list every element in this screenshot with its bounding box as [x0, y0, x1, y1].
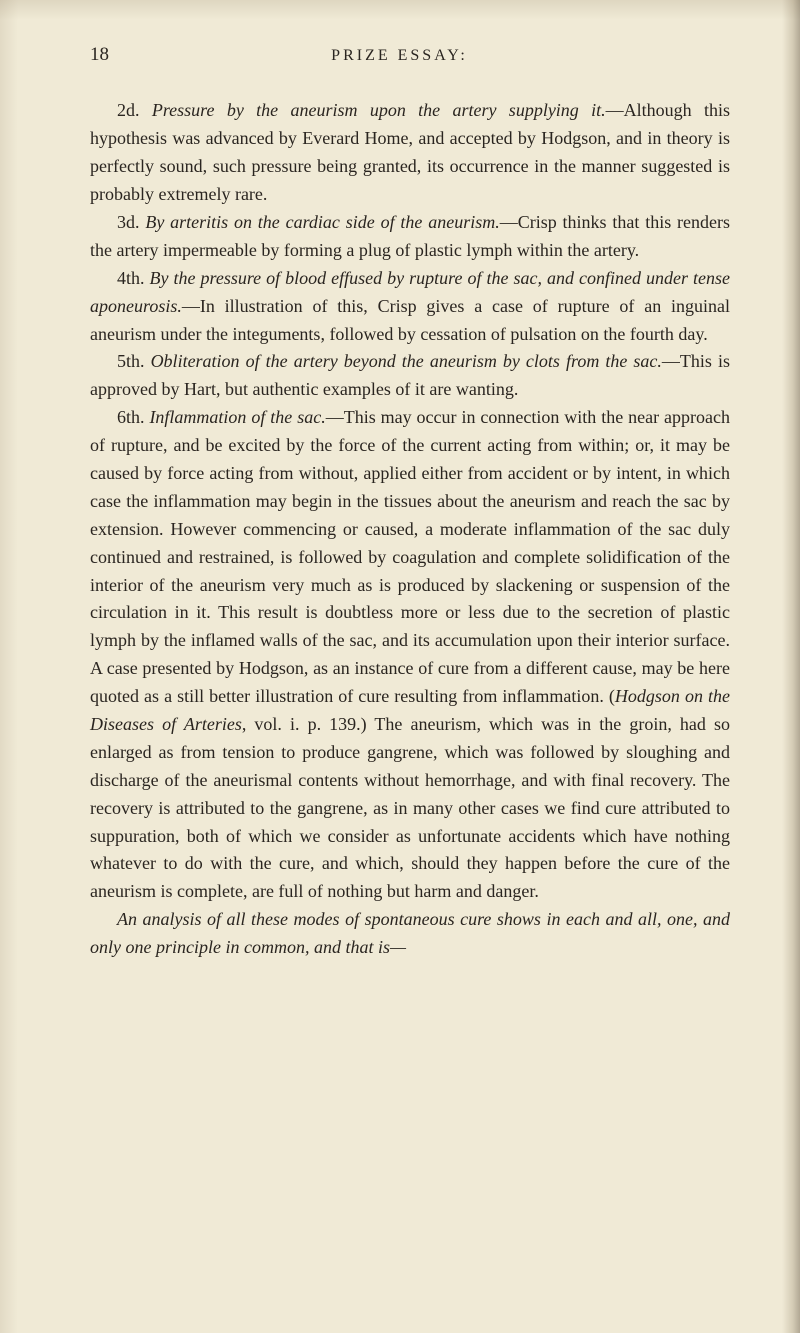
body-run: 4th.: [117, 268, 150, 288]
body-run: 6th.: [117, 407, 149, 427]
italic-text: Obliteration of the artery beyond the an…: [151, 351, 662, 371]
italic-text: By arteritis on the cardiac side of the …: [145, 212, 499, 232]
scan-right-shadow: [782, 0, 800, 1333]
body-run: 2d.: [117, 100, 152, 120]
body-text: 2d. Pressure by the aneurism upon the ar…: [90, 97, 730, 962]
body-run: —This may occur in connection with the n…: [90, 407, 730, 706]
paragraph: 2d. Pressure by the aneurism upon the ar…: [90, 97, 730, 209]
paragraph: An analysis of all these modes of sponta…: [90, 906, 730, 962]
paragraph: 3d. By arteritis on the cardiac side of …: [90, 209, 730, 265]
body-run: 3d.: [117, 212, 145, 232]
running-title: PRIZE ESSAY:: [109, 44, 690, 69]
scan-left-shadow: [0, 0, 18, 1333]
body-run: 5th.: [117, 351, 151, 371]
body-run: —In illustration of this, Crisp gives a …: [90, 296, 730, 344]
paragraph: 5th. Obliteration of the artery beyond t…: [90, 348, 730, 404]
italic-text: An analysis of all these modes of sponta…: [90, 909, 730, 957]
body-run: , vol. i. p. 139.) The aneurism, which w…: [90, 714, 730, 901]
paragraph: 6th. Inflammation of the sac.—This may o…: [90, 404, 730, 906]
page-number: 18: [90, 40, 109, 69]
page-header: 18 PRIZE ESSAY:: [90, 40, 730, 69]
italic-text: Pressure by the aneurism upon the artery…: [152, 100, 606, 120]
italic-text: Inflammation of the sac.: [149, 407, 325, 427]
page-container: 18 PRIZE ESSAY: 2d. Pressure by the aneu…: [0, 0, 800, 1012]
paragraph: 4th. By the pressure of blood effused by…: [90, 265, 730, 349]
scan-top-shadow: [0, 0, 800, 20]
